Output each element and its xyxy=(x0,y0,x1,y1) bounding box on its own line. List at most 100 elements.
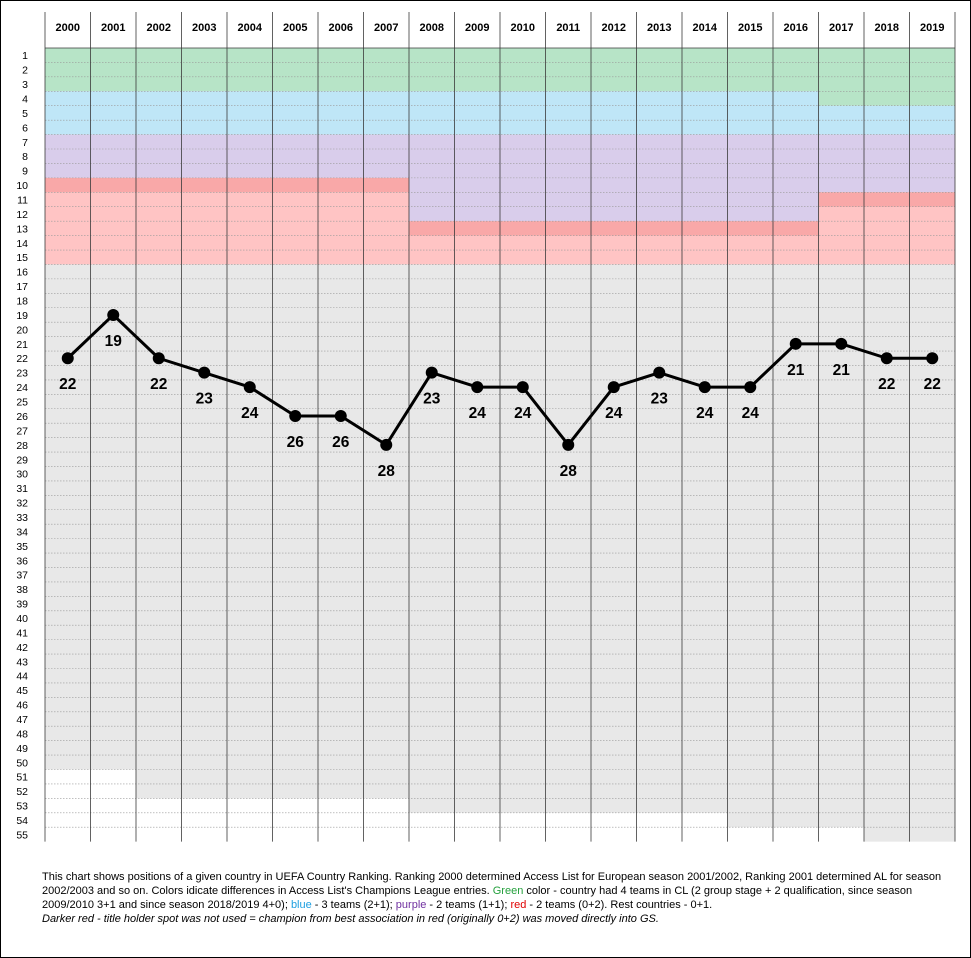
data-label: 24 xyxy=(241,405,259,422)
data-label: 23 xyxy=(196,391,214,408)
y-tick-label: 34 xyxy=(16,526,28,538)
y-tick-label: 45 xyxy=(16,685,28,697)
y-tick-label: 48 xyxy=(16,728,28,740)
data-point xyxy=(289,409,302,422)
y-tick-label: 6 xyxy=(22,122,28,134)
data-label: 28 xyxy=(560,463,578,480)
y-tick-label: 47 xyxy=(16,714,28,726)
y-tick-label: 17 xyxy=(16,281,28,293)
data-label: 22 xyxy=(924,376,941,393)
y-tick-label: 49 xyxy=(16,743,28,755)
y-tick-label: 3 xyxy=(22,79,28,91)
caption-note: Darker red - title holder spot was not u… xyxy=(42,912,957,926)
data-label: 23 xyxy=(651,391,669,408)
data-label: 24 xyxy=(696,405,714,422)
data-label: 24 xyxy=(742,405,760,422)
caption-darker-red-note: Darker red - title holder spot was not u… xyxy=(42,913,659,925)
data-label: 28 xyxy=(378,463,396,480)
y-tick-label: 31 xyxy=(16,483,28,495)
data-label: 21 xyxy=(787,362,805,379)
caption-green-text: color - country had 4 teams in CL (2 gro… xyxy=(42,885,913,911)
y-tick-label: 36 xyxy=(16,555,28,567)
y-tick-label: 54 xyxy=(16,815,28,827)
vertical-gridlines xyxy=(44,12,956,842)
y-tick-label: 10 xyxy=(16,180,28,192)
y-tick-label: 18 xyxy=(16,296,28,308)
y-tick-label: 15 xyxy=(16,252,28,264)
data-point xyxy=(198,366,211,379)
data-label: 26 xyxy=(287,434,305,451)
y-tick-label: 44 xyxy=(16,671,28,683)
data-point xyxy=(334,409,347,422)
y-tick-label: 41 xyxy=(16,627,28,639)
x-tick-label: 2008 xyxy=(420,22,444,34)
data-point xyxy=(61,352,74,365)
y-tick-labels: 1234567891011121314151617181920212223242… xyxy=(16,50,28,841)
y-tick-label: 37 xyxy=(16,570,28,582)
red-dark-band xyxy=(818,192,955,207)
green-band xyxy=(818,48,955,106)
caption-green-word: Green xyxy=(492,885,524,897)
caption-blue-text: - 3 teams (2+1); xyxy=(311,899,396,911)
data-point xyxy=(926,352,939,365)
y-tick-label: 12 xyxy=(16,209,28,221)
y-tick-label: 23 xyxy=(16,368,28,380)
caption-purple-word: purple xyxy=(395,899,427,911)
data-point xyxy=(653,366,666,379)
y-tick-label: 55 xyxy=(16,829,28,841)
data-point xyxy=(471,381,484,394)
y-tick-label: 4 xyxy=(22,94,28,106)
y-tick-label: 53 xyxy=(16,801,28,813)
data-label: 22 xyxy=(59,376,76,393)
data-point xyxy=(744,381,757,394)
x-tick-label: 2018 xyxy=(875,22,899,34)
caption-intro: This chart shows positions of a given co… xyxy=(42,871,942,897)
y-tick-label: 33 xyxy=(16,512,28,524)
series-line xyxy=(66,313,933,447)
caption-red-text: - 2 teams (0+2). Rest countries - 0+1. xyxy=(526,899,713,911)
x-tick-label: 2019 xyxy=(920,22,944,34)
x-tick-labels: 2000 2001 2002 2003 2004 2005 2006 2007 2008 2009… xyxy=(56,22,945,34)
ranking-chart: 2000 2001 2002 2003 2004 2005 2006 2007 2008 2009… xyxy=(16,12,956,842)
x-tick-label: 2014 xyxy=(693,22,718,34)
x-tick-label: 2001 xyxy=(101,22,125,34)
y-tick-label: 8 xyxy=(22,151,28,163)
data-point xyxy=(152,352,165,365)
x-tick-label: 2004 xyxy=(238,22,263,34)
y-tick-label: 51 xyxy=(16,772,28,784)
data-label: 22 xyxy=(878,376,895,393)
y-tick-label: 11 xyxy=(17,195,28,207)
x-tick-label: 2003 xyxy=(192,22,216,34)
x-tick-label: 2005 xyxy=(283,22,307,34)
data-label: 23 xyxy=(423,391,441,408)
data-point xyxy=(607,381,620,394)
y-tick-label: 30 xyxy=(16,469,28,481)
caption-paragraph: This chart shows positions of a given co… xyxy=(42,870,957,912)
data-label: 22 xyxy=(150,376,167,393)
y-tick-label: 32 xyxy=(16,498,28,510)
series-ranking: 22 19 22 23 24 26 26 28 23 24 24 28 24 23 24 24 21 21 22 22 xyxy=(59,308,941,480)
y-tick-label: 46 xyxy=(16,700,28,712)
data-label: 26 xyxy=(332,434,350,451)
y-tick-label: 29 xyxy=(16,454,28,466)
y-tick-label: 19 xyxy=(16,310,28,322)
data-point xyxy=(243,381,256,394)
x-tick-label: 2007 xyxy=(374,22,398,34)
green-band xyxy=(45,48,819,92)
y-tick-label: 14 xyxy=(16,238,28,250)
x-tick-label: 2015 xyxy=(738,22,762,34)
x-tick-label: 2017 xyxy=(829,22,853,34)
data-label: 21 xyxy=(833,362,851,379)
y-tick-label: 24 xyxy=(16,382,28,394)
data-point xyxy=(425,366,438,379)
data-point xyxy=(698,381,711,394)
y-tick-label: 27 xyxy=(16,425,28,437)
y-tick-label: 42 xyxy=(16,642,28,654)
y-tick-label: 13 xyxy=(16,223,28,235)
caption-red-word: red xyxy=(510,899,527,911)
y-tick-label: 26 xyxy=(16,411,28,423)
x-tick-label: 2009 xyxy=(465,22,489,34)
caption-purple-text: - 2 teams (1+1); xyxy=(426,899,511,911)
y-tick-label: 40 xyxy=(16,613,28,625)
y-tick-label: 38 xyxy=(16,584,28,596)
